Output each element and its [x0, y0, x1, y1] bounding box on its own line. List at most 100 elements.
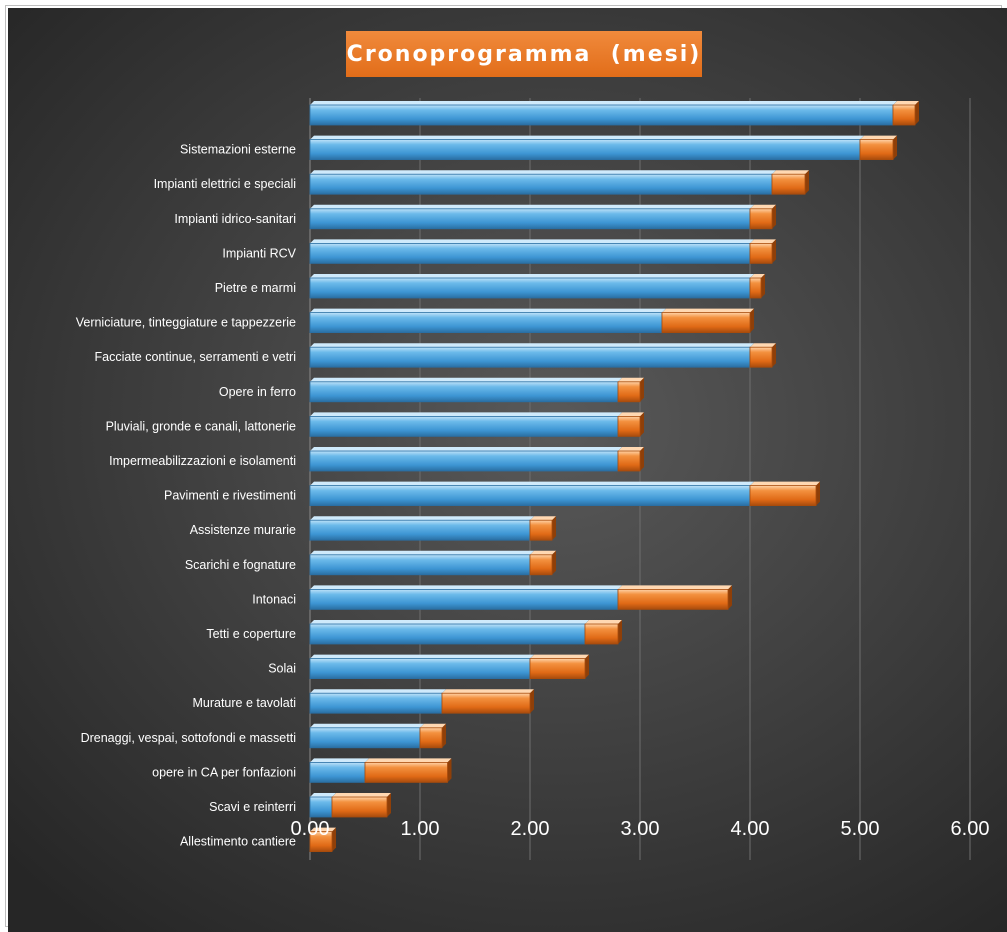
bar-segment	[749, 343, 776, 368]
bar-segment	[661, 308, 754, 334]
bar-orange	[749, 277, 762, 299]
bar-segment	[309, 343, 754, 368]
bar-side-face	[772, 204, 776, 229]
category-label: Tetti e coperture	[206, 627, 296, 641]
bar-segment	[309, 550, 534, 576]
bar-blue	[309, 208, 751, 230]
bar-segment	[749, 481, 820, 507]
bar-orange	[419, 727, 443, 749]
bar-segment	[749, 274, 765, 299]
category-label: Facciate continue, serramenti e vetri	[95, 350, 296, 364]
bar-segment	[309, 758, 369, 783]
bar-top-face	[618, 585, 732, 590]
x-tick-label: 5.00	[841, 818, 880, 840]
bar-side-face	[640, 412, 644, 437]
bar-top-face	[750, 343, 776, 348]
bar-segment	[617, 412, 644, 437]
category-label: opere in CA per fonfazioni	[152, 765, 296, 779]
bar-orange	[529, 554, 553, 576]
bar-top-face	[662, 308, 754, 313]
bar-side-face	[750, 308, 754, 333]
bar-top-face	[442, 689, 534, 694]
bar-segment	[309, 101, 897, 126]
x-tick-label: 3.00	[621, 818, 660, 840]
bar-orange	[749, 346, 773, 368]
category-label: Impianti idrico-sanitari	[174, 212, 296, 226]
bar-blue	[309, 104, 894, 126]
bar-side-face	[640, 447, 644, 471]
bar-segment	[309, 654, 534, 679]
bar-orange	[771, 173, 806, 195]
bar-top-face	[310, 135, 864, 140]
bar-top-face	[310, 723, 424, 728]
bar-segment	[617, 447, 644, 472]
bar-top-face	[750, 204, 776, 209]
chart-title: Cronoprogramma (mesi)	[346, 41, 702, 67]
bar-segment	[309, 412, 622, 437]
bar-orange	[749, 242, 773, 264]
bar-top-face	[310, 101, 897, 105]
x-tick-label: 0.00	[291, 818, 330, 840]
bar-top-face	[893, 101, 919, 105]
bar-blue	[309, 450, 619, 472]
category-label: Solai	[268, 662, 296, 676]
bar-segment	[309, 481, 754, 507]
bar-segment	[771, 170, 809, 195]
bar-orange	[617, 381, 641, 403]
bar-orange	[331, 796, 388, 818]
bar-blue	[309, 485, 751, 507]
bar-side-face	[761, 274, 765, 298]
bar-top-face	[530, 516, 556, 521]
bar-top-face	[310, 689, 446, 694]
bar-segment	[529, 516, 556, 541]
bar-segment	[309, 377, 622, 403]
bar-orange	[661, 312, 751, 334]
x-tick-label: 4.00	[731, 818, 770, 840]
bar-segment	[364, 758, 452, 783]
bar-blue	[309, 658, 531, 679]
bar-top-face	[310, 585, 622, 590]
bar-side-face	[447, 758, 452, 783]
bar-blue	[309, 139, 861, 161]
x-tick-label: 6.00	[951, 818, 990, 840]
bar-top-face	[310, 481, 754, 486]
bar-top-face	[860, 135, 897, 140]
bar-top-face	[618, 447, 644, 451]
category-label: Scarichi e fognature	[185, 558, 296, 572]
bar-top-face	[310, 550, 534, 555]
bar-segment	[859, 135, 897, 161]
bar-top-face	[310, 516, 534, 521]
category-label: Impianti elettrici e speciali	[154, 177, 296, 191]
bar-orange	[749, 208, 773, 230]
bar-top-face	[585, 620, 622, 624]
bar-top-face	[310, 170, 776, 175]
bar-top-face	[365, 758, 452, 763]
category-label: Pluviali, gronde e canali, lattonerie	[106, 419, 296, 433]
bar-top-face	[420, 723, 446, 728]
category-label: Verniciature, tinteggiature e tappezzeri…	[76, 316, 296, 330]
bar-segment	[331, 793, 391, 818]
category-label: Drenaggi, vespai, sottofondi e massetti	[81, 731, 296, 745]
bar-top-face	[310, 654, 534, 659]
bar-top-face	[310, 308, 666, 313]
bar-blue	[309, 554, 531, 576]
bar-top-face	[310, 239, 754, 244]
bar-segment	[309, 723, 424, 749]
bar-side-face	[915, 101, 919, 125]
bar-orange	[529, 519, 553, 541]
bar-side-face	[805, 170, 809, 195]
bar-side-face	[585, 654, 589, 679]
bar-top-face	[750, 481, 820, 486]
bar-segment	[309, 447, 622, 472]
bar-orange	[617, 589, 729, 610]
bar-segment	[309, 135, 864, 161]
bar-blue	[309, 415, 619, 437]
bar-side-face	[332, 827, 336, 852]
bar-segment	[749, 239, 776, 264]
bar-side-face	[618, 620, 622, 644]
bar-top-face	[750, 274, 765, 278]
bar-top-face	[618, 412, 644, 417]
bar-segment	[309, 239, 754, 264]
category-label: Impianti RCV	[222, 246, 296, 260]
bar-chart: Sistemazioni esterne Impianti elettrici e…	[76, 98, 990, 860]
